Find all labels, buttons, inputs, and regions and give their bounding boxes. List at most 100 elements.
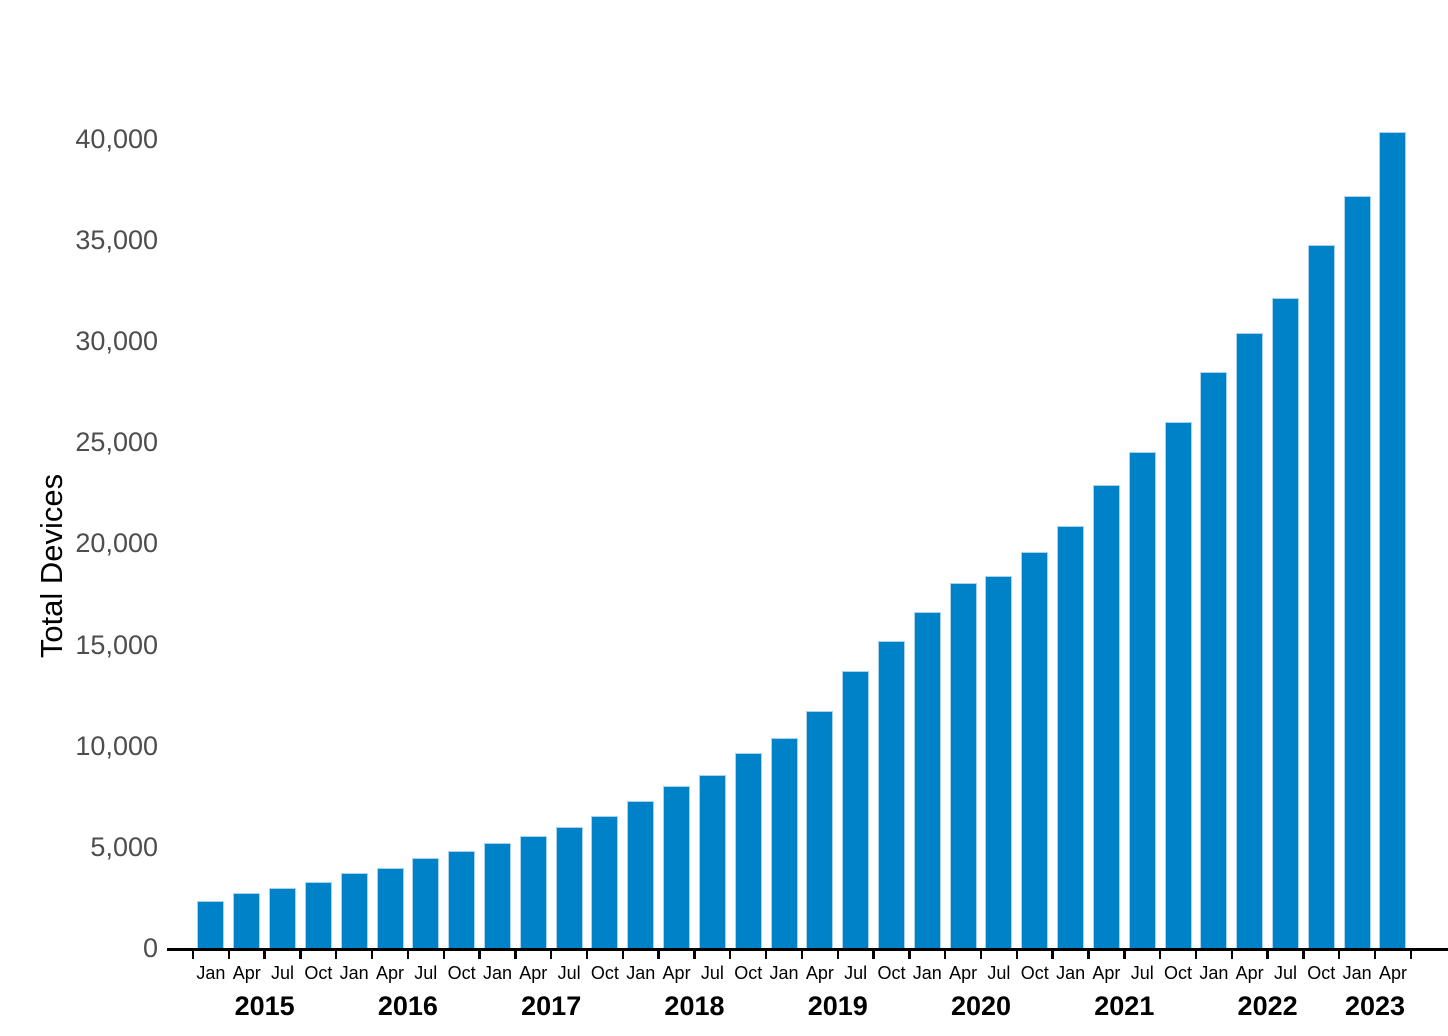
bar-jul-2018 bbox=[698, 774, 726, 949]
x-month-label-jan-2016: Jan bbox=[339, 963, 369, 983]
y-tick-label-10000: 10,000 bbox=[75, 730, 158, 761]
x-month-label-apr-2018: Apr bbox=[662, 963, 691, 983]
x-month-label-jan-2021: Jan bbox=[1056, 963, 1086, 983]
x-month-label-apr-2022: Apr bbox=[1235, 963, 1264, 983]
x-month-label-jul-2020: Jul bbox=[987, 963, 1011, 983]
x-year-label-2017: 2017 bbox=[521, 991, 582, 1021]
y-tick-label-0: 0 bbox=[142, 933, 158, 964]
bar-jul-2021 bbox=[1128, 451, 1156, 949]
bar-apr-2019 bbox=[806, 710, 834, 949]
bar-oct-2022 bbox=[1307, 244, 1335, 949]
bar-apr-2023 bbox=[1379, 131, 1407, 949]
y-tick-label-40000: 40,000 bbox=[75, 123, 158, 154]
x-month-label-jul-2021: Jul bbox=[1130, 963, 1154, 983]
x-tick-mark bbox=[1266, 950, 1269, 959]
x-month-label-apr-2019: Apr bbox=[805, 963, 834, 983]
x-tick-mark bbox=[550, 950, 553, 959]
bar-oct-2016 bbox=[448, 850, 476, 949]
x-month-label-apr-2021: Apr bbox=[1092, 963, 1121, 983]
x-month-label-apr-2023: Apr bbox=[1378, 963, 1407, 983]
x-month-label-apr-2017: Apr bbox=[519, 963, 548, 983]
bar-apr-2016 bbox=[376, 868, 404, 949]
bar-apr-2017 bbox=[519, 835, 547, 949]
x-tick-mark bbox=[1373, 950, 1377, 959]
x-year-label-2015: 2015 bbox=[234, 991, 295, 1021]
x-tick-mark bbox=[979, 950, 983, 959]
x-tick-mark bbox=[1194, 950, 1198, 959]
x-year-label-2020: 2020 bbox=[950, 991, 1012, 1021]
x-tick-mark bbox=[800, 950, 804, 959]
bar-jan-2020 bbox=[913, 612, 941, 949]
y-tick-label-35000: 35,000 bbox=[75, 224, 158, 255]
bar-oct-2021 bbox=[1164, 421, 1192, 949]
x-tick-mark bbox=[836, 950, 839, 959]
bar-apr-2018 bbox=[663, 786, 691, 949]
bar-oct-2020 bbox=[1021, 552, 1049, 949]
x-tick-mark bbox=[1409, 950, 1413, 959]
x-tick-mark bbox=[585, 950, 589, 959]
x-tick-mark bbox=[693, 950, 696, 959]
bar-oct-2019 bbox=[877, 640, 905, 949]
x-tick-mark bbox=[370, 950, 374, 959]
bar-jan-2015 bbox=[197, 901, 225, 949]
x-month-label-oct-2016: Oct bbox=[447, 963, 476, 983]
x-tick-mark bbox=[406, 950, 410, 959]
bar-apr-2015 bbox=[233, 892, 261, 949]
x-year-label-2016: 2016 bbox=[377, 991, 438, 1021]
y-tick-label-25000: 25,000 bbox=[75, 427, 158, 458]
x-month-label-jan-2020: Jan bbox=[912, 963, 942, 983]
bar-jul-2020 bbox=[985, 576, 1013, 949]
bar-oct-2017 bbox=[591, 816, 619, 949]
bar-apr-2022 bbox=[1236, 332, 1264, 949]
x-tick-mark bbox=[1302, 950, 1305, 959]
x-tick-mark bbox=[1158, 950, 1162, 959]
x-month-label-jul-2018: Jul bbox=[700, 963, 724, 983]
x-month-label-oct-2017: Oct bbox=[590, 963, 619, 983]
x-tick-mark bbox=[263, 950, 266, 959]
x-year-label-2019: 2019 bbox=[807, 991, 868, 1021]
x-tick-mark bbox=[191, 950, 195, 959]
x-tick-mark bbox=[729, 950, 732, 959]
x-year-label-2018: 2018 bbox=[664, 991, 725, 1021]
bar-jan-2023 bbox=[1343, 195, 1371, 949]
x-tick-mark bbox=[1087, 950, 1090, 959]
x-month-label-jul-2015: Jul bbox=[271, 963, 295, 983]
bar-apr-2020 bbox=[949, 583, 977, 949]
x-tick-mark bbox=[1051, 950, 1054, 959]
x-month-label-oct-2021: Oct bbox=[1164, 963, 1193, 983]
x-month-label-jan-2015: Jan bbox=[196, 963, 226, 983]
x-month-label-oct-2018: Oct bbox=[734, 963, 763, 983]
x-tick-mark bbox=[657, 950, 660, 959]
bar-jan-2016 bbox=[340, 872, 368, 949]
x-tick-mark bbox=[1123, 950, 1126, 959]
x-year-label-2022: 2022 bbox=[1237, 991, 1298, 1021]
bar-jan-2018 bbox=[627, 800, 655, 949]
x-tick-mark bbox=[335, 950, 338, 959]
bar-jul-2017 bbox=[555, 827, 583, 949]
x-month-label-apr-2020: Apr bbox=[949, 963, 978, 983]
y-tick-label-5000: 5,000 bbox=[90, 831, 158, 862]
x-month-label-oct-2015: Oct bbox=[304, 963, 333, 983]
x-tick-mark bbox=[227, 950, 230, 959]
x-month-label-oct-2019: Oct bbox=[877, 963, 906, 983]
x-year-label-2023: 2023 bbox=[1345, 991, 1406, 1021]
x-month-label-jul-2019: Jul bbox=[844, 963, 868, 983]
bar-jul-2022 bbox=[1272, 297, 1299, 949]
bar-oct-2018 bbox=[734, 753, 762, 949]
bar-oct-2015 bbox=[304, 881, 332, 949]
y-tick-label-20000: 20,000 bbox=[75, 528, 158, 559]
x-tick-mark bbox=[908, 950, 911, 959]
x-month-label-apr-2015: Apr bbox=[232, 963, 261, 983]
x-tick-mark bbox=[442, 950, 445, 959]
x-month-label-jan-2022: Jan bbox=[1199, 963, 1229, 983]
x-month-label-oct-2022: Oct bbox=[1307, 963, 1336, 983]
x-axis-line bbox=[167, 948, 1448, 951]
bar-jan-2017 bbox=[483, 843, 511, 949]
x-tick-mark bbox=[1230, 950, 1233, 959]
x-tick-mark bbox=[1338, 950, 1341, 959]
y-tick-label-30000: 30,000 bbox=[75, 325, 158, 356]
bar-jan-2021 bbox=[1057, 525, 1085, 949]
bar-jan-2022 bbox=[1200, 372, 1228, 949]
x-month-label-jan-2017: Jan bbox=[482, 963, 512, 983]
x-tick-mark bbox=[299, 950, 302, 959]
